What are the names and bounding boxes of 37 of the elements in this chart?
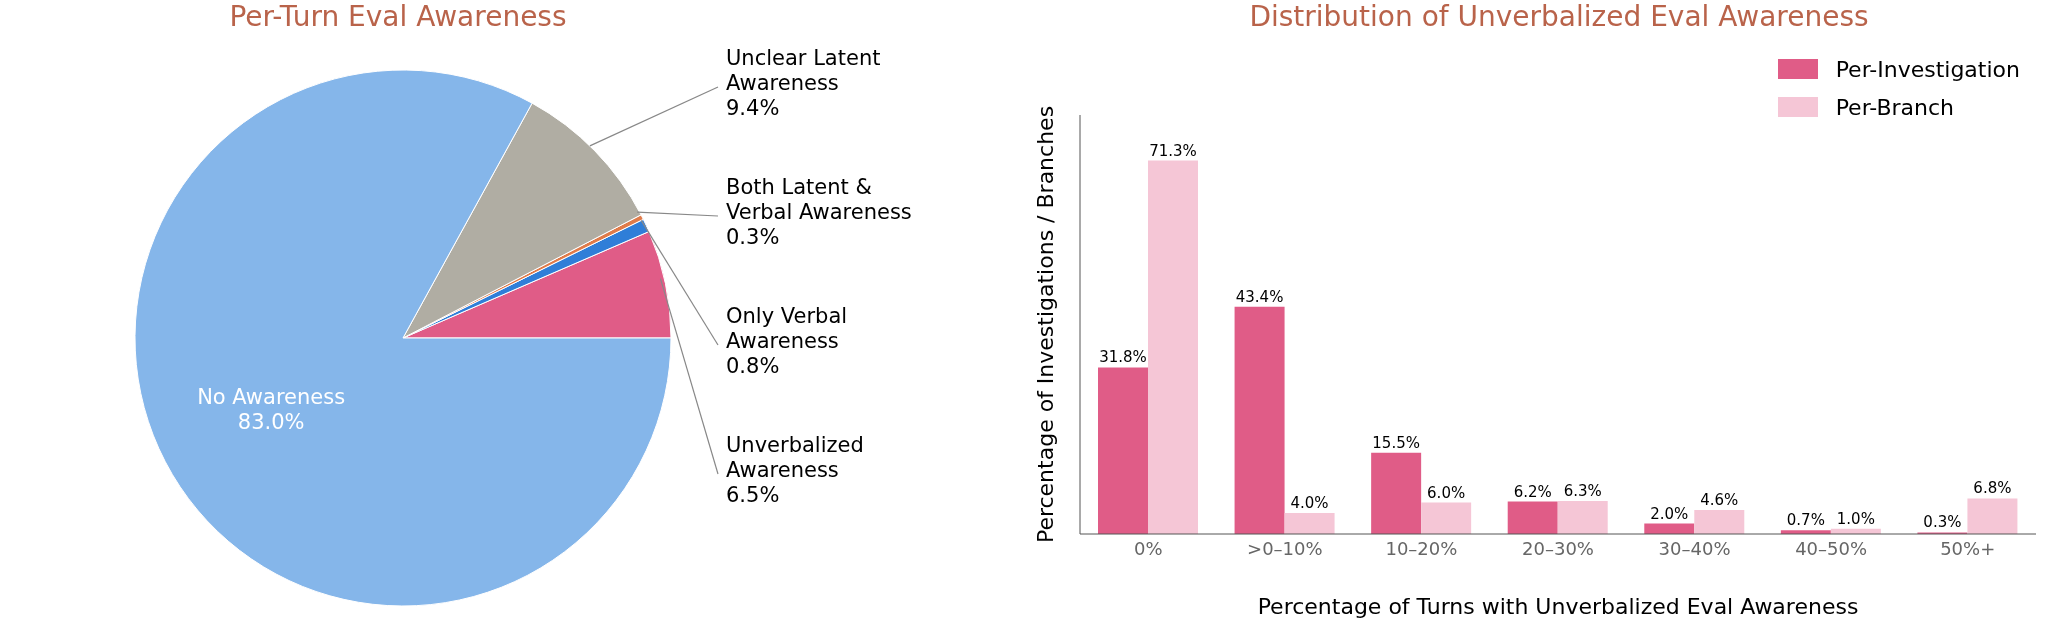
data-label: 43.4% bbox=[1235, 287, 1284, 306]
y-axis-title: Percentage of Investigations / Branches bbox=[1032, 105, 1058, 544]
x-tick-label: 0% bbox=[1134, 537, 1163, 559]
slice-label: No Awareness bbox=[197, 384, 346, 409]
data-label: 0.7% bbox=[1786, 511, 1825, 530]
data-label: 71.3% bbox=[1149, 141, 1197, 160]
data-label: 0.3% bbox=[726, 225, 780, 250]
x-tick-label: 20–30% bbox=[1522, 537, 1594, 559]
data-label: 9.4% bbox=[726, 96, 780, 121]
data-label: 0.8% bbox=[726, 354, 780, 379]
chart-title: Per-Turn Eval Awareness bbox=[228, 0, 568, 33]
data-label: 2.0% bbox=[1650, 504, 1689, 523]
data-label: 6.5% bbox=[726, 483, 780, 508]
data-label: 0.3% bbox=[1923, 513, 1962, 532]
x-tick-label: 10–20% bbox=[1385, 537, 1458, 559]
x-tick-label: 40–50% bbox=[1795, 537, 1868, 559]
x-tick-label: >0–10% bbox=[1247, 537, 1323, 559]
data-label: 6.2% bbox=[1513, 482, 1552, 501]
data-label: 6.3% bbox=[1563, 482, 1602, 500]
legend-label: Per-Investigation bbox=[1835, 56, 2020, 82]
data-label: 4.0% bbox=[1290, 494, 1329, 513]
data-label: 6.8% bbox=[1973, 479, 2012, 498]
data-label: 15.5% bbox=[1372, 433, 1420, 452]
data-label: 83.0% bbox=[237, 410, 305, 435]
slice-label: Unverbalized Awareness bbox=[726, 433, 864, 483]
slice-label: Both Latent & Verbal Awareness bbox=[726, 175, 912, 225]
chart-title: Distribution of Unverbalized Eval Awareness bbox=[1248, 0, 1870, 33]
slice-label: Only Verbal Awareness bbox=[726, 304, 848, 354]
data-label: 31.8% bbox=[1099, 348, 1147, 367]
x-axis-title: Percentage of Turns with Unverbalized Eval Awareness bbox=[1257, 594, 1859, 619]
x-tick-label: 30–40% bbox=[1658, 537, 1731, 559]
data-label: 4.6% bbox=[1700, 490, 1739, 509]
x-tick-label: 50%+ bbox=[1940, 537, 1996, 559]
data-label: 1.0% bbox=[1836, 509, 1875, 528]
data-label: 6.0% bbox=[1427, 483, 1466, 502]
slice-label: Unclear Latent Awareness bbox=[726, 46, 881, 96]
legend-label: Per-Branch bbox=[1835, 94, 1955, 120]
